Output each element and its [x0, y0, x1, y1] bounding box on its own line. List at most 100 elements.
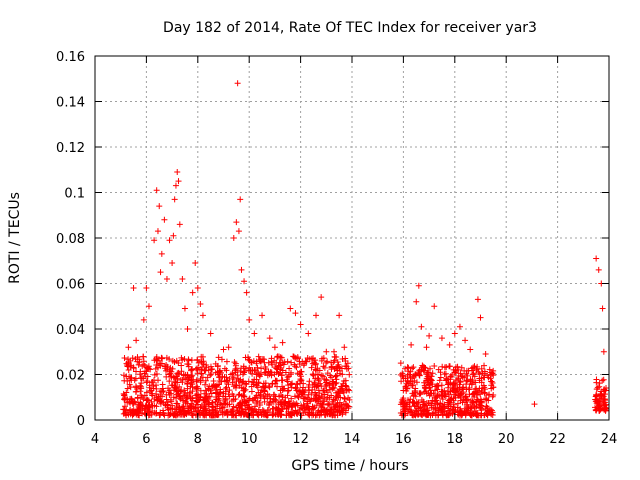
data-point — [184, 361, 191, 368]
data-point — [184, 385, 191, 392]
data-point — [411, 411, 418, 418]
data-point — [594, 384, 601, 391]
data-point — [155, 377, 162, 384]
data-point — [489, 411, 496, 418]
data-point — [262, 364, 269, 371]
data-point — [244, 404, 251, 411]
data-point — [130, 364, 137, 371]
data-point — [463, 367, 470, 374]
data-point — [595, 266, 602, 273]
data-point — [478, 399, 485, 406]
data-point — [152, 365, 159, 372]
data-point — [324, 389, 331, 396]
data-point — [153, 361, 160, 368]
data-point — [329, 381, 336, 388]
data-point — [129, 398, 136, 405]
data-point — [215, 354, 222, 361]
data-point — [192, 404, 199, 411]
data-point — [198, 358, 205, 365]
data-point — [140, 353, 147, 360]
data-point — [427, 378, 434, 385]
data-point — [125, 367, 132, 374]
data-point — [341, 344, 348, 351]
data-point — [336, 312, 343, 319]
data-point — [411, 402, 418, 409]
data-point — [239, 378, 246, 385]
data-point — [312, 366, 319, 373]
data-point — [176, 409, 183, 416]
data-point — [334, 367, 341, 374]
data-point — [292, 385, 299, 392]
data-point — [481, 362, 488, 369]
data-point — [187, 404, 194, 411]
data-point — [432, 412, 439, 419]
data-point — [466, 391, 473, 398]
data-point — [160, 410, 167, 417]
data-point — [481, 389, 488, 396]
data-point — [142, 373, 149, 380]
data-point — [278, 401, 285, 408]
data-point — [306, 381, 313, 388]
data-point — [321, 364, 328, 371]
data-point — [297, 373, 304, 380]
data-point — [452, 366, 459, 373]
data-point — [309, 371, 316, 378]
data-point — [470, 370, 477, 377]
data-point — [294, 381, 301, 388]
data-point — [446, 341, 453, 348]
data-point — [454, 363, 461, 370]
data-point — [166, 387, 173, 394]
data-point — [271, 371, 278, 378]
data-point — [248, 409, 255, 416]
data-point — [287, 305, 294, 312]
data-point — [447, 376, 454, 383]
data-point — [221, 365, 228, 372]
data-point — [603, 384, 610, 391]
data-point — [175, 178, 182, 185]
data-point — [139, 402, 146, 409]
data-point — [432, 387, 439, 394]
data-point — [346, 387, 353, 394]
data-point — [158, 354, 165, 361]
data-point — [287, 371, 294, 378]
data-point — [287, 400, 294, 407]
data-point — [458, 364, 465, 371]
data-point — [134, 358, 141, 365]
data-point — [261, 411, 268, 418]
x-tick-label: 16 — [395, 432, 412, 447]
data-point — [258, 365, 265, 372]
data-point — [256, 356, 263, 363]
y-tick-label: 0.12 — [56, 141, 85, 156]
data-point — [169, 260, 176, 267]
data-point — [260, 393, 267, 400]
data-point — [184, 372, 191, 379]
data-point — [439, 396, 446, 403]
data-point — [465, 386, 472, 393]
data-point — [480, 374, 487, 381]
data-point — [459, 385, 466, 392]
data-point — [320, 363, 327, 370]
data-point — [447, 388, 454, 395]
data-point — [437, 369, 444, 376]
data-point — [401, 404, 408, 411]
data-point — [262, 369, 269, 376]
data-point — [489, 393, 496, 400]
data-point — [124, 362, 131, 369]
data-point — [484, 412, 491, 419]
data-point — [451, 330, 458, 337]
data-point — [450, 401, 457, 408]
data-point — [457, 397, 464, 404]
data-point — [407, 378, 414, 385]
data-point — [455, 411, 462, 418]
data-point — [194, 356, 201, 363]
data-point — [143, 285, 150, 292]
data-point — [294, 354, 301, 361]
data-point — [166, 378, 173, 385]
data-point — [184, 380, 191, 387]
data-point — [466, 385, 473, 391]
data-point — [458, 390, 465, 397]
data-point — [199, 374, 206, 381]
data-point — [157, 409, 164, 416]
data-point — [261, 388, 268, 395]
data-point — [308, 390, 315, 397]
